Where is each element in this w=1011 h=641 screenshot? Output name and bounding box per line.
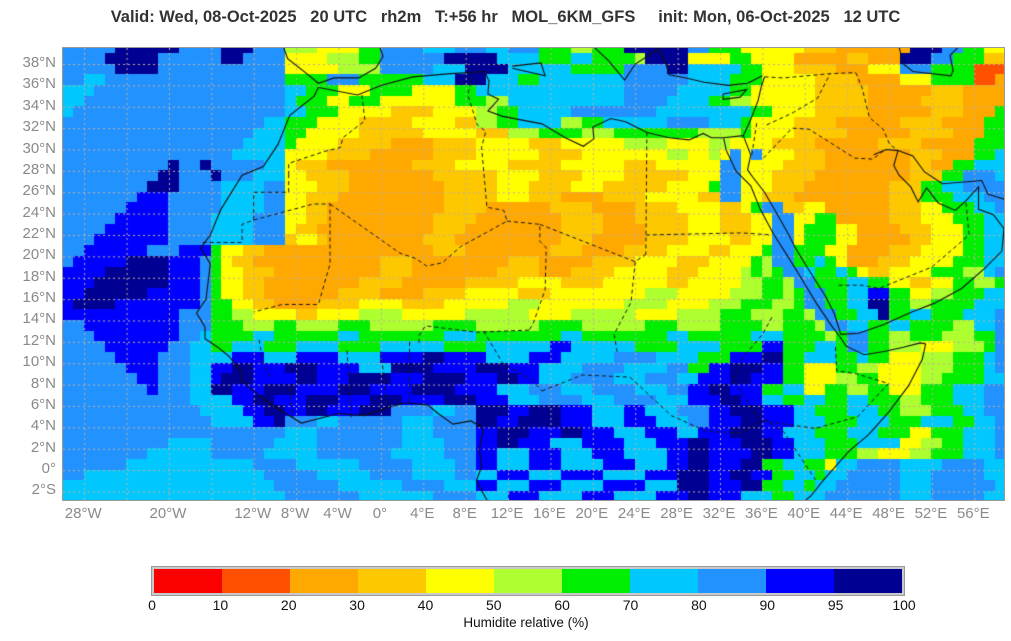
page-title: Valid: Wed, 08-Oct-2025 20 UTC rh2m T:+5… [110, 8, 901, 26]
colorbar-segment [426, 569, 494, 593]
lon-tick-label: 24°E [617, 505, 651, 522]
colorbar-segment [290, 569, 358, 593]
colorbar-segment [154, 569, 222, 593]
lat-tick-label: 26°N [22, 182, 56, 200]
lon-tick-label: 28°E [660, 505, 693, 522]
colorbar-tick-label: 80 [691, 597, 707, 613]
colorbar-tick-label: 50 [486, 597, 502, 613]
lon-tick-label: 56°E [956, 505, 990, 522]
colorbar-tick-label: 60 [554, 597, 570, 613]
colorbar-segment [834, 569, 902, 593]
lon-tick-label: 20°W [149, 505, 187, 522]
colorbar-tick-label: 10 [212, 597, 229, 613]
colorbar-tick-label: 20 [280, 597, 297, 613]
lat-tick-label: 18°N [22, 267, 56, 285]
lat-tick-label: 8°N [30, 374, 56, 392]
lon-tick-label: 44°E [829, 505, 863, 522]
lon-tick-label: 4°E [410, 505, 435, 522]
lat-tick-label: 36°N [22, 75, 56, 93]
colorbar-segment [766, 569, 834, 593]
lon-tick-label: 0° [372, 505, 388, 522]
lat-tick-label: 2°N [30, 438, 56, 456]
colorbar-segment [562, 569, 630, 593]
lat-tick-label: 6°N [30, 395, 56, 413]
colorbar-segment [222, 569, 290, 593]
lat-tick-label: 32°N [22, 118, 56, 136]
lon-tick-label: 40°E [787, 505, 821, 522]
lon-tick-label: 4°W [323, 505, 352, 522]
colorbar-tick-label: 70 [622, 597, 639, 613]
lon-tick-label: 12°E [490, 505, 524, 522]
colorbar-segment [494, 569, 562, 593]
lon-tick-label: 48°E [872, 505, 905, 522]
colorbar-tick-label: 40 [417, 597, 434, 613]
lat-tick-label: 12°N [22, 331, 56, 349]
lon-tick-label: 28°W [64, 505, 102, 522]
lon-tick-label: 52°E [914, 505, 948, 522]
colorbar-tick-label: 90 [759, 597, 776, 613]
lon-tick-label: 8°E [452, 505, 477, 522]
lat-tick-label: 14°N [22, 310, 56, 328]
lat-tick-label: 10°N [22, 353, 56, 371]
lat-tick-label: 4°N [30, 417, 56, 435]
map-plot-area [62, 47, 1005, 501]
colorbar-tick-label: 0 [148, 597, 156, 613]
lat-tick-label: 22°N [22, 224, 56, 242]
lat-tick-label: 38°N [22, 54, 56, 72]
lat-tick-label: 30°N [22, 139, 56, 157]
lat-tick-label: 0° [41, 460, 56, 478]
colorbar-segment [698, 569, 766, 593]
lon-tick-label: 36°E [745, 505, 778, 522]
colorbar-segment [630, 569, 698, 593]
lon-tick-label: 16°E [533, 505, 566, 522]
lon-tick-label: 8°W [280, 505, 310, 522]
lon-tick-label: 12°W [234, 505, 272, 522]
lat-tick-label: 16°N [22, 289, 56, 307]
lat-tick-label: 34°N [22, 96, 56, 114]
lat-tick-label: 20°N [22, 246, 56, 264]
lon-tick-label: 32°E [702, 505, 736, 522]
lat-tick-label: 2°S [31, 481, 56, 499]
colorbar-tick-label: 100 [892, 597, 916, 613]
lon-tick-label: 20°E [575, 505, 609, 522]
colorbar [151, 566, 905, 596]
lat-tick-label: 28°N [22, 160, 56, 178]
colorbar-tick-label: 30 [349, 597, 365, 613]
colorbar-segment [358, 569, 426, 593]
colorbar-title: Humidite relative (%) [463, 615, 589, 630]
lat-tick-label: 24°N [22, 203, 56, 221]
humidity-map-canvas [63, 48, 1004, 500]
colorbar-tick-label: 95 [827, 597, 844, 613]
